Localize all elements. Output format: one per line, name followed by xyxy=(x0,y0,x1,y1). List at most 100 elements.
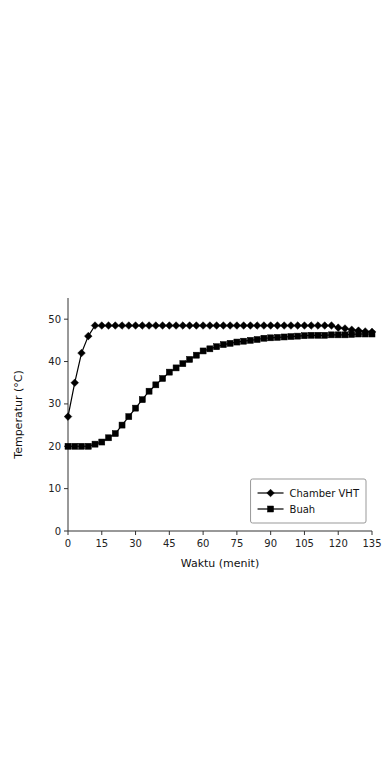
y-axis-label: Temperatur (°C) xyxy=(12,370,25,459)
x-tick-label: 105 xyxy=(295,538,314,549)
point xyxy=(193,352,199,358)
x-tick-label: 90 xyxy=(264,538,277,549)
point xyxy=(234,339,240,345)
legend-box xyxy=(251,479,366,523)
x-tick-label: 120 xyxy=(329,538,348,549)
x-tick-label: 0 xyxy=(65,538,71,549)
y-tick xyxy=(64,403,68,404)
x-tick-label: 60 xyxy=(197,538,210,549)
x-axis-line xyxy=(68,531,372,532)
point xyxy=(281,334,287,340)
series xyxy=(64,322,376,421)
point xyxy=(133,405,139,411)
x-tick xyxy=(203,531,204,535)
y-tick-label: 30 xyxy=(48,398,61,409)
point xyxy=(301,333,307,339)
point xyxy=(335,332,341,338)
point xyxy=(71,379,79,387)
point xyxy=(85,443,91,449)
point xyxy=(166,369,172,375)
x-tick xyxy=(270,531,271,535)
x-axis-label: Waktu (menit) xyxy=(181,557,259,570)
x-tick-label: 45 xyxy=(163,538,176,549)
point xyxy=(247,337,253,343)
x-tick xyxy=(236,531,237,535)
point xyxy=(126,414,132,420)
point xyxy=(72,443,78,449)
point xyxy=(328,332,334,338)
point xyxy=(119,422,125,428)
legend-label: Buah xyxy=(290,504,316,515)
x-tick xyxy=(135,531,136,535)
point xyxy=(153,382,159,388)
y-tick xyxy=(64,319,68,320)
x-tick-label: 30 xyxy=(129,538,142,549)
x-tick xyxy=(304,531,305,535)
x-tick xyxy=(338,531,339,535)
axes: 0 15 30 45 60 75 90 105 120 135 0 10 20 30 40 50 xyxy=(48,298,381,549)
point xyxy=(78,349,86,357)
series xyxy=(65,331,375,449)
y-tick-label: 10 xyxy=(48,483,61,494)
point xyxy=(241,338,247,344)
point xyxy=(308,332,314,338)
point xyxy=(227,340,233,346)
x-tick-label: 75 xyxy=(231,538,244,549)
point xyxy=(341,325,349,333)
point xyxy=(355,331,361,337)
x-tick xyxy=(372,531,373,535)
point xyxy=(79,443,85,449)
point xyxy=(187,356,193,362)
point xyxy=(160,375,166,381)
point xyxy=(92,441,98,447)
x-tick xyxy=(101,531,102,535)
x-tick xyxy=(169,531,170,535)
point xyxy=(207,346,213,352)
point xyxy=(64,413,72,421)
legend-marker xyxy=(268,506,274,512)
y-tick xyxy=(64,488,68,489)
point xyxy=(200,348,206,354)
series-line xyxy=(68,326,372,417)
point xyxy=(315,332,321,338)
point xyxy=(220,342,226,348)
y-tick-label: 40 xyxy=(48,356,61,367)
point xyxy=(173,365,179,371)
point xyxy=(342,332,348,338)
y-tick-label: 0 xyxy=(55,526,61,537)
point xyxy=(268,335,274,341)
y-tick-label: 20 xyxy=(48,441,61,452)
point xyxy=(274,334,280,340)
point xyxy=(180,361,186,367)
series-line xyxy=(68,334,372,446)
point xyxy=(261,335,267,341)
point xyxy=(112,431,118,437)
point xyxy=(84,332,92,340)
point xyxy=(349,331,355,337)
point xyxy=(369,331,375,337)
x-tick-label: 135 xyxy=(362,538,381,549)
point xyxy=(328,322,336,330)
point xyxy=(106,435,112,441)
y-tick-label: 50 xyxy=(48,314,61,325)
point xyxy=(334,324,342,332)
chart: 0 15 30 45 60 75 90 105 120 135 0 10 20 30 40 50 Waktu (… xyxy=(0,0,390,765)
point xyxy=(65,443,71,449)
plot-area xyxy=(64,322,376,450)
point xyxy=(362,331,368,337)
point xyxy=(288,334,294,340)
x-tick xyxy=(68,531,69,535)
point xyxy=(146,388,152,394)
x-tick-label: 15 xyxy=(95,538,108,549)
legend-label: Chamber VHT xyxy=(290,488,360,499)
y-tick xyxy=(64,531,68,532)
legend: Chamber VHT Buah xyxy=(251,479,366,523)
point xyxy=(214,344,220,350)
point xyxy=(295,333,301,339)
point xyxy=(139,397,145,403)
y-tick xyxy=(64,361,68,362)
point xyxy=(254,337,260,343)
legend-marker xyxy=(267,489,275,497)
point xyxy=(322,332,328,338)
point xyxy=(99,439,105,445)
